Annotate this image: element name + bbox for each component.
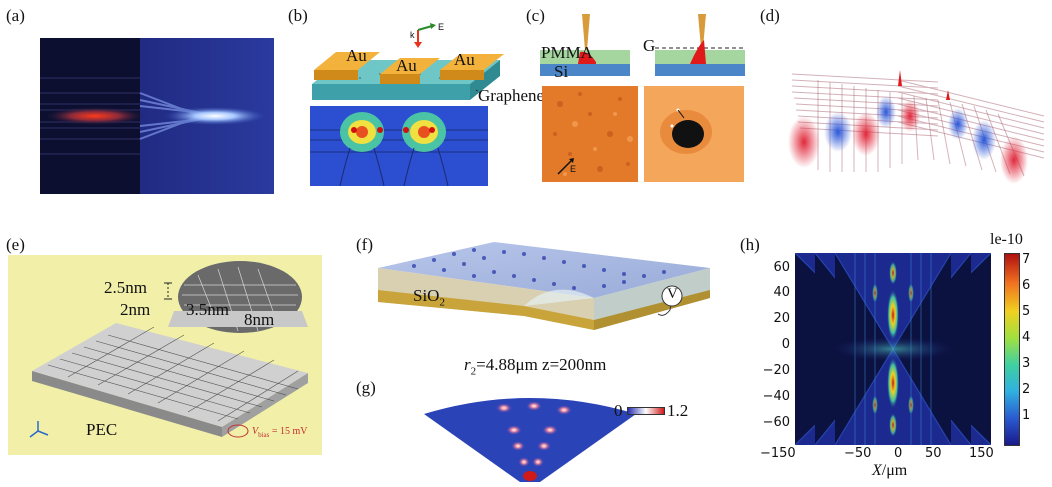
sector-field-plot (414, 384, 646, 484)
cbar-tick-7: 7 (1022, 252, 1031, 267)
dim-label-8nm: 8nm (244, 310, 275, 329)
y-tick-40: 40 (773, 285, 790, 300)
bias-voltage-label: Vbias = 15 mV (252, 426, 308, 439)
x-tick-m150: −150 (760, 446, 796, 461)
x-tick-150: 150 (969, 446, 994, 461)
cbar-tick-2: 2 (1022, 382, 1031, 397)
cbar-tick-6: 6 (1022, 278, 1031, 293)
sio2-substrate-diagram (374, 238, 714, 340)
g-params-label: r2=4.88μm z=200nm (464, 355, 607, 378)
panel-label-c: (c) (526, 6, 545, 25)
sio2-label: SiO2 (413, 286, 445, 309)
panel-label-g: (g) (356, 378, 376, 397)
panel-label-b: (b) (288, 6, 308, 25)
y-tick-20: 20 (773, 311, 790, 326)
panel-label-f: (f) (356, 235, 373, 254)
cbar-tick-3: 3 (1022, 356, 1031, 371)
y-tick-m20: −20 (762, 363, 790, 378)
au-label-3: Au (454, 50, 475, 69)
graphene-label: Graphene (478, 86, 545, 105)
e-label-c: E (570, 164, 577, 174)
colorbar-max-label: 1.2 (667, 401, 689, 420)
y-tick-m40: −40 (762, 389, 790, 404)
y-tick-m60: −60 (762, 415, 790, 430)
e-field-label: E (438, 22, 445, 32)
y-tick-0: 0 (781, 337, 790, 352)
tip-measurement-diagram (540, 14, 745, 186)
cbar-tick-4: 4 (1022, 330, 1031, 345)
colorbar-h (1004, 253, 1020, 446)
beam-simulation-image (40, 38, 274, 194)
voltmeter-label: V (667, 286, 678, 302)
au-label-1: Au (346, 46, 367, 65)
panel-label-e: (e) (6, 235, 25, 254)
dim-label-2-5nm: 2.5nm (104, 278, 147, 297)
x-tick-0: 0 (894, 446, 903, 461)
panel-label-a: (a) (6, 6, 25, 25)
panel-label-h: (h) (740, 235, 760, 254)
heatmap-plot-area (795, 253, 991, 445)
g-label: G (643, 36, 656, 55)
colorbar-ticks: 7 6 5 4 3 2 1 (1022, 252, 1048, 447)
x-tick-m50: −50 (844, 446, 872, 461)
y-tick-60: 60 (773, 260, 790, 275)
colorbar-scale-label: le-10 (990, 231, 1023, 248)
y-axis-ticks: 60 40 20 0 −20 −40 −60 (762, 260, 790, 440)
pmma-label: PMMA (541, 43, 593, 62)
si-label: Si (554, 62, 569, 81)
pec-graphene-diagram (8, 255, 322, 455)
pec-label: PEC (86, 420, 118, 439)
graphene-device-diagram (300, 18, 530, 196)
dim-label-3-5nm: 3.5nm (186, 300, 229, 319)
panel-label-d: (d) (760, 6, 780, 25)
au-label-2: Au (396, 56, 417, 75)
dim-label-2nm: 2nm (120, 300, 151, 319)
cbar-tick-1: 1 (1022, 408, 1031, 423)
colorbar-min-label: 0 (614, 401, 623, 420)
x-tick-50: 50 (925, 446, 942, 461)
k-label: k (410, 30, 415, 40)
cbar-tick-5: 5 (1022, 304, 1031, 319)
colorbar-g (627, 407, 665, 415)
x-axis-label: X/μm (872, 462, 908, 479)
x-axis-ticks: −150 −50 0 50 150 (760, 446, 1000, 464)
field-layers-3d-image (788, 60, 1048, 192)
